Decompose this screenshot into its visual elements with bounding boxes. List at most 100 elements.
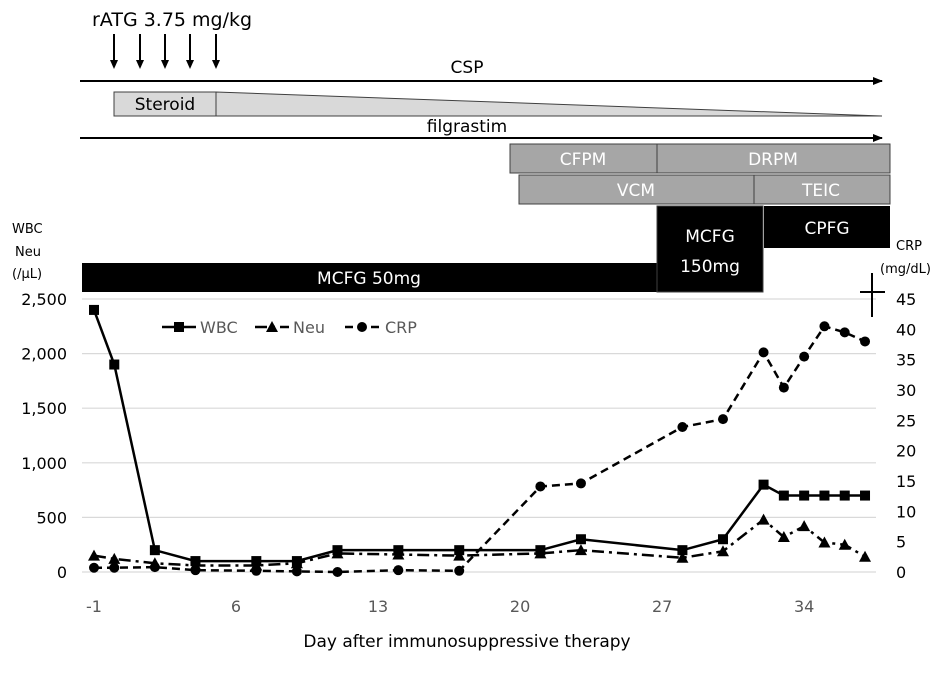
steroid-label: Steroid: [135, 95, 195, 115]
data-point-triangle: [290, 557, 303, 569]
data-point-triangle: [777, 531, 790, 543]
data-point-circle: [677, 422, 688, 433]
x-axis-title: Day after immunosuppressive therapy: [303, 632, 630, 652]
teic-bar: [753, 174, 891, 205]
data-point-square: [860, 490, 871, 501]
data-point-triangle: [716, 545, 729, 557]
data-point-triangle: [534, 547, 547, 559]
data-point-triangle: [108, 552, 121, 564]
right-tick-label: 40: [896, 320, 916, 339]
legend-label: Neu: [293, 318, 325, 337]
left-tick-label: 1,500: [21, 399, 67, 418]
data-point-circle: [839, 327, 850, 338]
data-point-square: [89, 304, 99, 315]
legend-entry-wbc: WBC: [162, 318, 238, 337]
data-point-circle: [799, 351, 810, 362]
data-point-triangle: [574, 544, 587, 556]
x-tick-label: 34: [794, 597, 814, 616]
data-point-square: [174, 322, 184, 332]
data-point-triangle: [859, 550, 872, 562]
teic-label: TEIC: [801, 181, 840, 201]
legend-label: CRP: [385, 318, 417, 337]
mcfg-150mg-label-line2: 150mg: [680, 257, 740, 277]
left-tick-label: 2,000: [21, 345, 67, 364]
right-tick-label: 45: [896, 290, 916, 309]
left-tick-label: 500: [36, 508, 67, 527]
right-tick-label: 10: [896, 502, 916, 521]
cpfg-label: CPFG: [804, 219, 849, 239]
data-point-triangle: [798, 520, 811, 532]
x-tick-label: 13: [368, 597, 388, 616]
ratg-dose-arrows: [110, 34, 220, 69]
data-point-circle: [758, 347, 769, 358]
legend-entry-crp: CRP: [345, 318, 417, 337]
data-point-circle: [393, 565, 404, 576]
left-axis-title-line3: (/μL): [12, 267, 42, 282]
right-axis-title-line1: CRP: [896, 239, 922, 254]
x-tick-label: 27: [652, 597, 672, 616]
data-point-circle: [291, 566, 302, 577]
cfpm-label: CFPM: [560, 150, 607, 170]
data-point-circle: [819, 321, 830, 332]
legend-entry-neu: Neu: [255, 318, 325, 337]
data-point-square: [677, 545, 688, 556]
death-cross-icon: [860, 273, 885, 317]
data-point-circle: [149, 562, 160, 573]
series-line-wbc: [92, 309, 866, 563]
data-point-square: [109, 359, 120, 370]
data-point-circle: [190, 565, 201, 576]
steroid-taper: [215, 91, 883, 117]
right-axis-title-line2: (mg/dL): [880, 262, 931, 277]
data-point-square: [819, 490, 830, 501]
series-crp: [89, 321, 871, 577]
ratg-label: rATG 3.75 mg/kg: [92, 9, 252, 31]
x-tick-label: 20: [510, 597, 530, 616]
data-point-circle: [332, 567, 343, 577]
legend: WBC Neu CRP: [162, 318, 417, 337]
right-tick-label: 35: [896, 351, 916, 370]
data-point-circle: [454, 565, 465, 576]
data-point-circle: [535, 481, 546, 492]
series-line-crp: [94, 324, 866, 574]
data-point-square: [149, 545, 160, 556]
data-point-triangle: [392, 548, 405, 560]
left-tick-label: 0: [57, 563, 67, 582]
mcfg-150mg-bar: [656, 205, 764, 293]
right-tick-label: 25: [896, 411, 916, 430]
right-tick-label: 20: [896, 442, 916, 461]
right-tick-label: 30: [896, 381, 916, 400]
vcm-bar: [518, 174, 755, 205]
data-point-square: [778, 490, 789, 501]
x-axis-ticks: -1 6 13 20 27 34: [86, 597, 814, 616]
data-point-triangle: [676, 551, 689, 563]
drpm-bar: [656, 143, 891, 174]
data-point-triangle: [266, 321, 278, 332]
left-tick-label: 1,000: [21, 454, 67, 473]
ratg-arrow-icon: [212, 34, 220, 69]
data-point-triangle: [818, 536, 831, 548]
vcm-label: VCM: [617, 181, 655, 201]
drpm-label: DRPM: [748, 150, 798, 170]
gridlines: [82, 298, 876, 573]
mcfg-50mg-bar: [82, 263, 657, 292]
data-point-triangle: [838, 538, 851, 550]
cpfg-bar: [764, 206, 890, 248]
data-point-circle: [109, 562, 120, 573]
legend-label: WBC: [200, 318, 238, 337]
data-point-circle: [778, 382, 789, 393]
series-group: [88, 304, 872, 577]
data-point-square: [717, 534, 728, 545]
data-point-circle: [357, 322, 367, 332]
data-point-square: [839, 490, 850, 501]
right-axis-ticks: 0 5 10 15 20 25 30 35 40 45: [896, 290, 916, 582]
mcfg-50mg-label: MCFG 50mg: [317, 269, 421, 289]
mcfg-150mg-label-line1: MCFG: [685, 227, 735, 247]
csp-label: CSP: [451, 58, 484, 78]
x-tick-label: -1: [86, 597, 102, 616]
x-tick-label: 6: [231, 597, 241, 616]
data-point-circle: [860, 336, 871, 347]
data-point-square: [575, 534, 586, 545]
data-point-circle: [575, 478, 586, 489]
left-tick-label: 2,500: [21, 290, 67, 309]
data-point-triangle: [88, 549, 100, 561]
